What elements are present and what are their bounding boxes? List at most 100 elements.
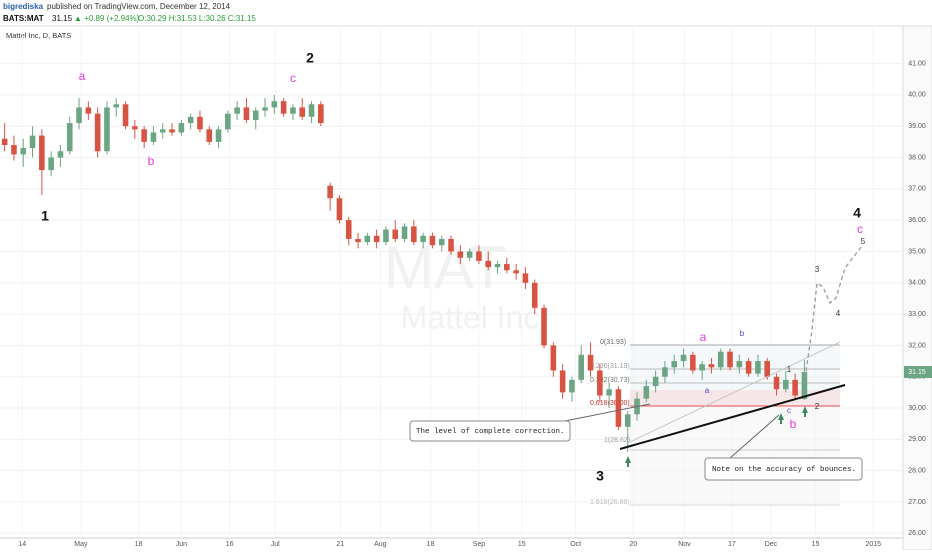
candle-body: [755, 361, 761, 374]
candle-body: [48, 157, 54, 171]
note: Note on the accuracy of bounces.: [704, 414, 863, 481]
wave-label: 3: [815, 265, 820, 274]
y-tick-label: 38.00: [908, 154, 926, 161]
fib-label: 1(28.62): [604, 437, 630, 444]
wave-label: b: [740, 329, 745, 338]
fib-label: 1.618(26.89): [590, 499, 630, 506]
candle-body: [132, 126, 138, 130]
projection: [804, 245, 863, 379]
x-tick-label: Aug: [374, 541, 387, 548]
x-tick-label: Sep: [473, 541, 486, 548]
candle-body: [252, 110, 259, 120]
wave-label: 1: [41, 208, 49, 224]
arrow-up: [802, 406, 808, 417]
fib-label: 0(31.93): [600, 339, 626, 346]
candle-body: [587, 354, 594, 371]
x-tick-label: 2015: [865, 541, 881, 548]
candle-body: [85, 107, 92, 114]
note-pointer: [559, 403, 651, 423]
candle-body: [429, 235, 436, 246]
candle-body: [624, 414, 631, 427]
candle-body: [39, 135, 45, 171]
y-tick-label: 40.00: [908, 92, 926, 99]
candle-body: [541, 307, 547, 346]
candle-body: [392, 229, 399, 239]
y-tick-label: 33.00: [908, 311, 926, 318]
candle-body: [513, 270, 519, 274]
candle-body: [736, 361, 743, 368]
wave-label: b: [790, 417, 797, 431]
candle-body: [494, 263, 501, 268]
candle-body: [327, 185, 333, 199]
candle-body: [150, 132, 157, 142]
candle-body: [522, 273, 529, 283]
note-pointer: [729, 414, 780, 459]
wave-label: 3: [596, 468, 604, 484]
candle-body: [345, 220, 352, 239]
candles: [1, 94, 808, 452]
wave-label: 2: [306, 50, 314, 66]
x-tick-label: 14: [18, 541, 26, 548]
y-tick-label: 32.00: [908, 342, 926, 349]
candle-body: [727, 351, 733, 368]
chart-title: Mattel Inc, D, BATS: [6, 31, 71, 40]
wave-label: 1: [787, 365, 792, 374]
candle-body: [690, 354, 696, 371]
note-text: The level of complete correction.: [416, 428, 565, 436]
candle-body: [699, 364, 705, 371]
arrow-up: [778, 413, 784, 424]
candle-body: [476, 251, 482, 261]
y-tick-label: 26.00: [908, 530, 926, 537]
x-tick-label: 15: [518, 541, 526, 548]
y-tick-label: 39.00: [908, 123, 926, 130]
x-tick-label: Dec: [765, 541, 778, 548]
wave-label: 5: [861, 237, 866, 246]
fib-label: 0.236(31.19): [590, 363, 630, 370]
wave-label: a: [79, 69, 86, 83]
candle-body: [141, 129, 147, 142]
candle-body: [792, 379, 798, 396]
fib-label: 0.382(30.73): [590, 377, 630, 384]
y-tick-label: 34.00: [908, 280, 926, 287]
candle-body: [308, 104, 315, 117]
candle-body: [764, 361, 771, 377]
candle-body: [597, 370, 603, 396]
trendline: [619, 384, 846, 450]
wave-label: c: [857, 222, 863, 236]
author: bigrediska: [3, 2, 44, 11]
candle-body: [66, 123, 73, 152]
x-tick-label: Jun: [176, 541, 187, 548]
candle-body: [215, 129, 222, 142]
wave-label: 4: [853, 205, 861, 221]
candle-body: [318, 104, 324, 124]
candle-body: [671, 361, 678, 368]
candle-body: [364, 235, 371, 243]
watermark: Mattel Inc: [401, 299, 540, 335]
candle-body: [773, 376, 780, 390]
y-tick-label: 35.00: [908, 248, 926, 255]
candle-body: [569, 379, 575, 393]
candle-body: [606, 389, 612, 396]
candle-body: [531, 282, 538, 308]
x-tick-label: Nov: [678, 541, 691, 548]
candle-body: [504, 263, 510, 271]
wave-label: 2: [815, 402, 820, 411]
candle-body: [122, 104, 129, 127]
y-tick-label: 28.00: [908, 468, 926, 475]
candle-body: [299, 107, 306, 117]
candle-body: [783, 379, 789, 390]
candle-body: [559, 370, 566, 393]
candle-body: [643, 386, 650, 399]
published: published on TradingView.com, December 1…: [47, 2, 231, 11]
last-price-tag: [904, 366, 932, 379]
candle-body: [243, 107, 250, 120]
candle-body: [187, 116, 194, 124]
wave-label: b: [148, 154, 155, 168]
candle-body: [717, 351, 724, 368]
arrow-up: [625, 456, 631, 467]
change: ▲ +0.89 (+2.94%): [74, 14, 140, 23]
candle-body: [76, 107, 82, 124]
fib-label: 0.618(30.00): [590, 400, 630, 407]
note: The level of complete correction.: [409, 403, 651, 442]
